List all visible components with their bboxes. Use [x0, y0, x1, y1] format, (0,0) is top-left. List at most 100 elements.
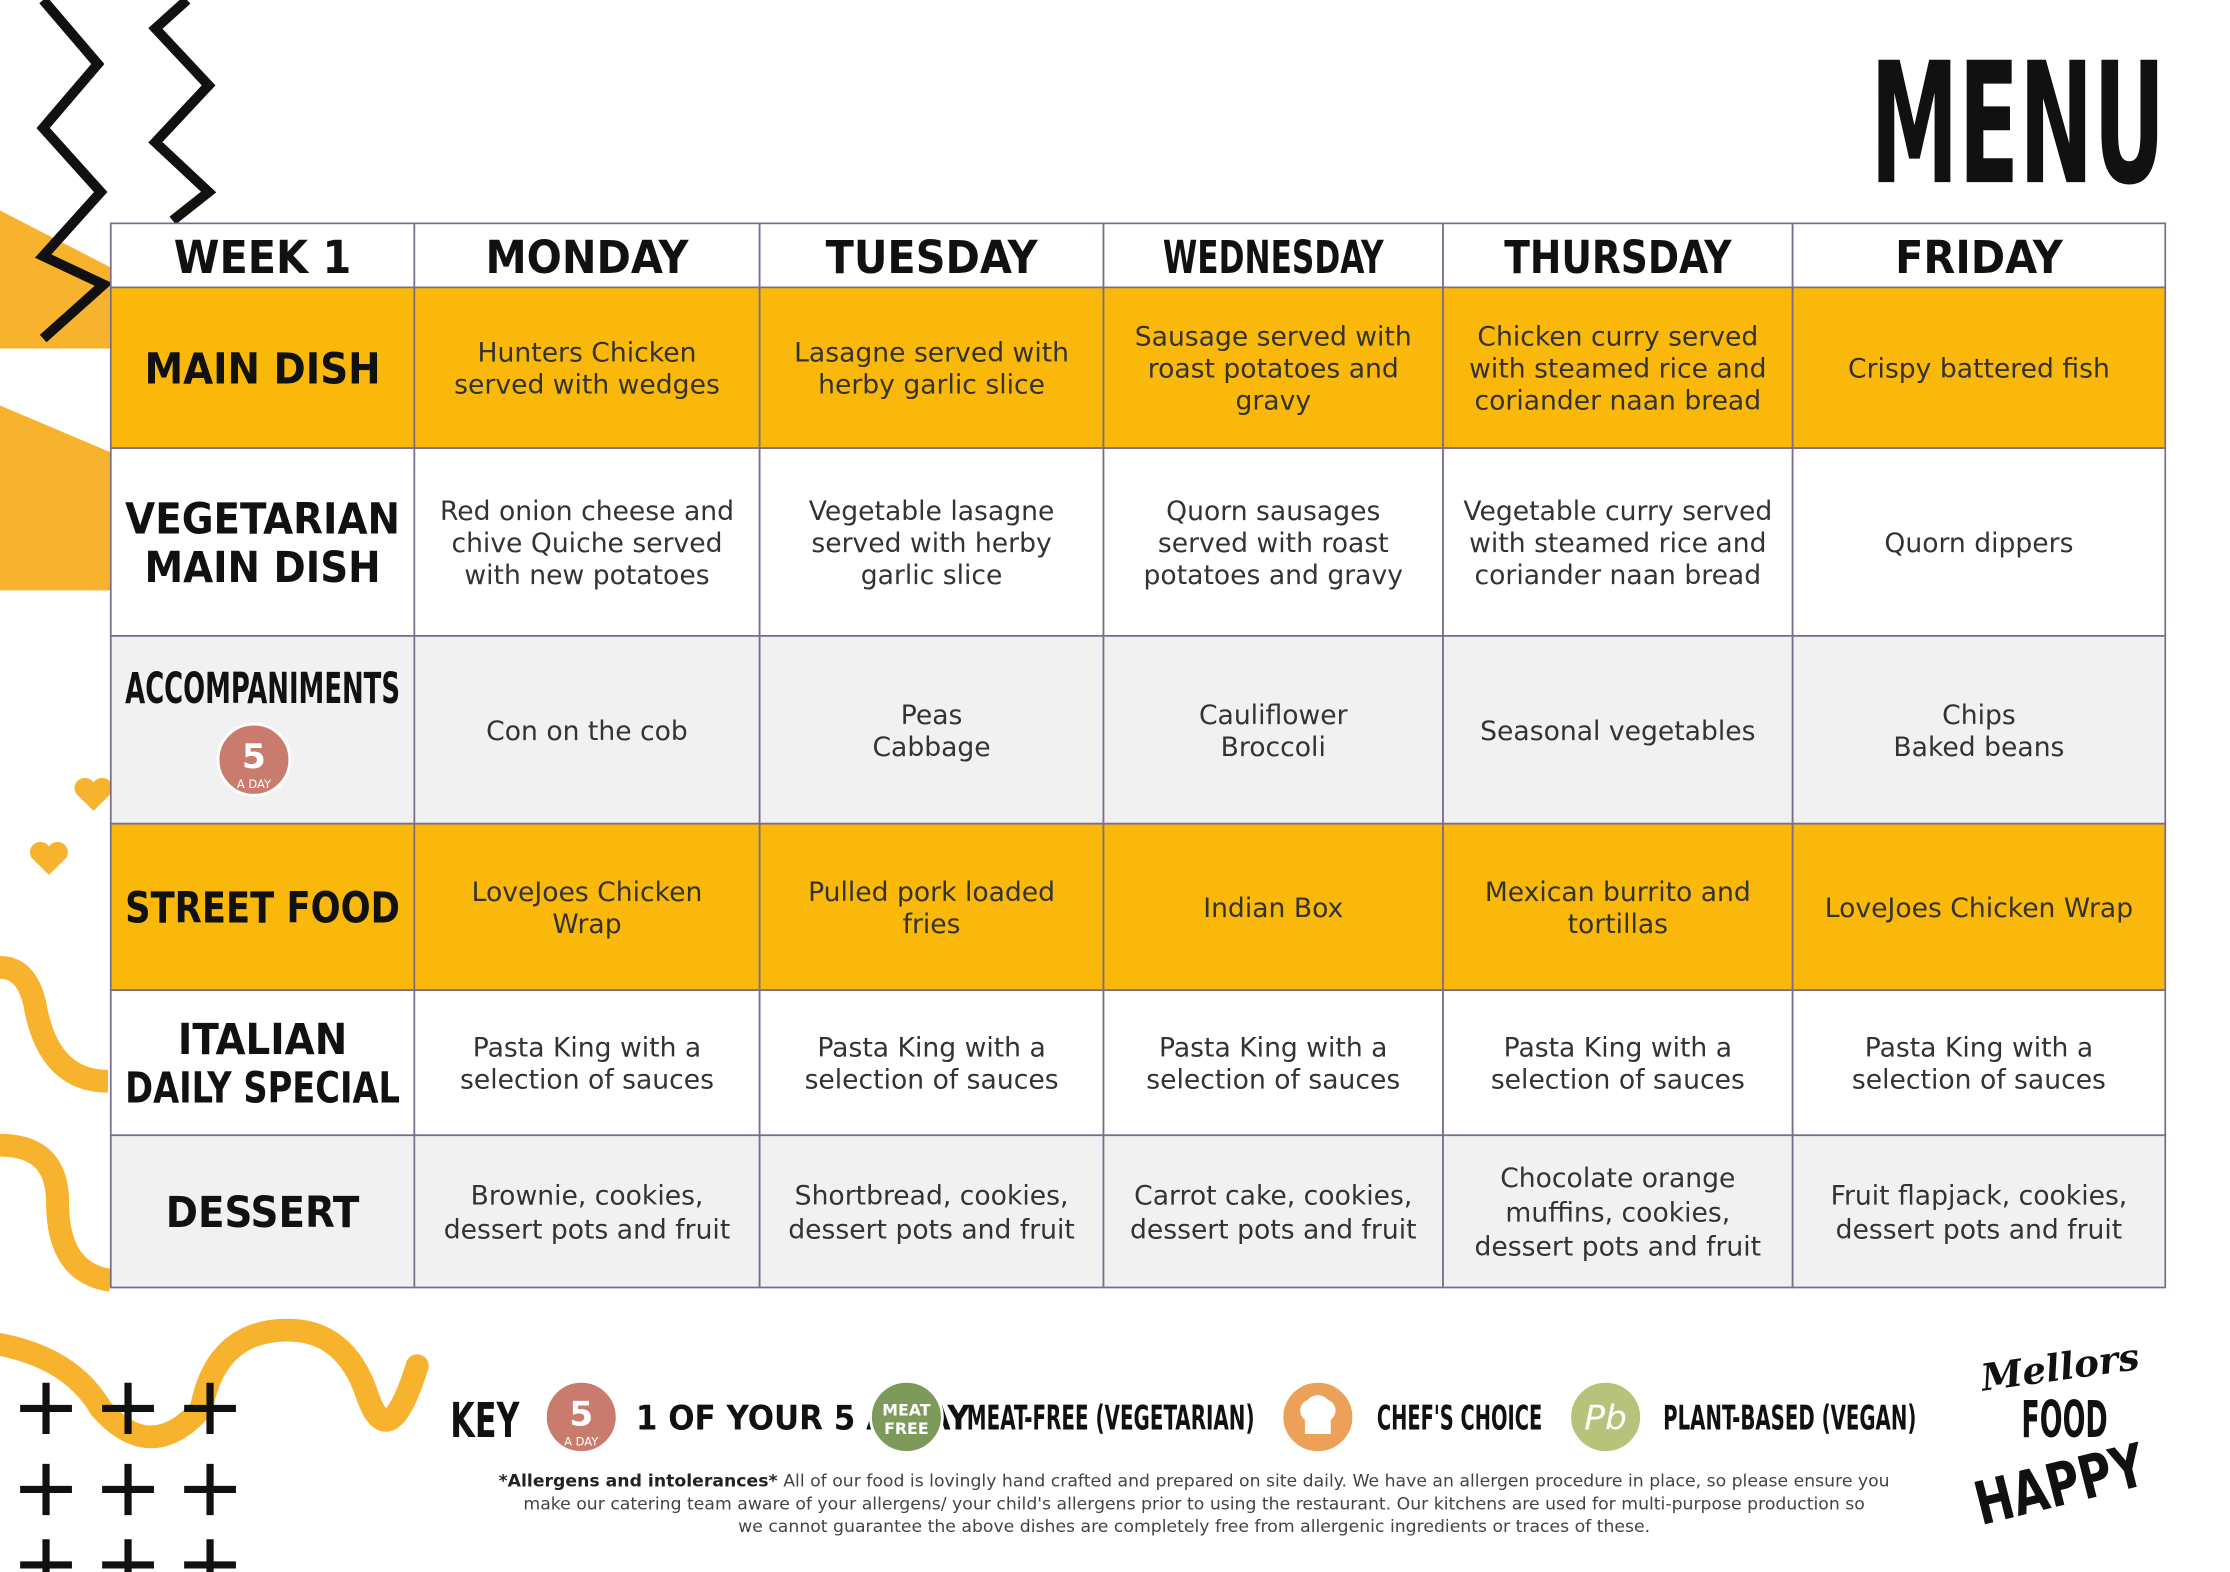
cell-text: Carrot cake, cookies,	[1134, 1180, 1412, 1211]
table-cell	[1791, 822, 2167, 992]
allergen-line: make our catering team aware of your all…	[523, 1494, 1864, 1514]
allergen-line: we cannot guarantee the above dishes are…	[738, 1517, 1650, 1537]
cell-text: Cabbage	[872, 732, 990, 763]
table-cell	[1791, 635, 2167, 825]
table-cell	[1442, 635, 1794, 825]
table-cell	[1791, 989, 2167, 1137]
row-label: STREET FOOD	[125, 884, 400, 934]
key-label: PLANT-BASED (VEGAN)	[1663, 1399, 1916, 1439]
cell-text: dessert pots and fruit	[1836, 1215, 2123, 1246]
cell-text: Pasta King with a	[1159, 1033, 1387, 1064]
table-cell	[1791, 1134, 2167, 1289]
allergen-text: All of our food is lovingly hand crafted…	[783, 1472, 1889, 1492]
table-cell	[1442, 822, 1794, 992]
key-title: KEY	[450, 1393, 520, 1449]
table-cell	[1102, 1134, 1444, 1289]
zigzag	[34, 0, 113, 343]
table-cell	[1791, 447, 2167, 637]
logo-line: FOOD	[2021, 1390, 2107, 1450]
cell-text: herby garlic slice	[818, 370, 1045, 401]
cell-text: with steamed rice and	[1469, 354, 1766, 385]
cell-text: served with herby	[811, 528, 1051, 559]
row-label: VEGETARIAN	[125, 495, 400, 545]
cell-text: dessert pots and fruit	[1130, 1215, 1417, 1246]
five-a-day-icon	[216, 722, 292, 797]
cell-text: Chicken curry served	[1477, 322, 1758, 353]
cell-text: selection of sauces	[1491, 1065, 1745, 1096]
table-cell	[413, 1134, 761, 1289]
decorations	[0, 0, 429, 1572]
squiggle	[0, 1133, 113, 1292]
key-label: MEAT-FREE (VEGETARIAN)	[967, 1399, 1255, 1439]
cell-text: Pasta King with a	[473, 1033, 701, 1064]
icon-text: A DAY	[237, 777, 272, 791]
cell-text: Indian Box	[1203, 893, 1343, 924]
cell-text: Pasta King with a	[1504, 1033, 1732, 1064]
cell-text: LoveJoes Chicken Wrap	[1825, 893, 2133, 924]
icon-text: A DAY	[564, 1434, 599, 1448]
icon-text: 5	[242, 737, 266, 777]
row-label: MAIN DISH	[144, 345, 380, 395]
cell-text: dessert pots and fruit	[1475, 1232, 1762, 1263]
heart	[29, 841, 68, 875]
allergen-lead: *Allergens and intolerances*	[499, 1472, 778, 1492]
cell-text: dessert pots and fruit	[788, 1215, 1075, 1246]
cell-text: Baked beans	[1893, 732, 2064, 763]
table-cell	[758, 635, 1105, 825]
column-header: TUESDAY	[826, 231, 1039, 284]
table-cell	[413, 635, 761, 825]
allergen-text: make our catering team aware of your all…	[523, 1494, 1864, 1514]
cell-text: chive Quiche served	[451, 528, 722, 559]
row-label: MAIN DISH	[144, 543, 380, 593]
plant-based-icon	[1568, 1379, 1644, 1454]
allergen-note: *Allergens and intolerances* All of our f…	[499, 1472, 1890, 1537]
table-cell	[109, 822, 416, 992]
column-header: MONDAY	[485, 231, 689, 284]
squiggle	[0, 1318, 429, 1449]
cell-text: Pasta King with a	[817, 1033, 1045, 1064]
table-cell	[109, 989, 416, 1137]
cell-text: selection of sauces	[1852, 1065, 2106, 1096]
table-cell	[758, 822, 1105, 992]
zigzag	[148, 0, 217, 225]
column-header: THURSDAY	[1504, 231, 1732, 284]
cell-text: gravy	[1235, 386, 1311, 417]
cell-text: Sausage served with	[1135, 322, 1412, 353]
column-header: FRIDAY	[1895, 231, 2064, 284]
cell-text: with new potatoes	[464, 560, 709, 591]
cell-text: Red onion cheese and	[440, 496, 734, 527]
table-cell	[758, 1134, 1105, 1289]
cell-text: roast potatoes and	[1148, 354, 1399, 385]
table-cell	[758, 286, 1105, 449]
cell-text: Seasonal vegetables	[1480, 716, 1755, 747]
meat-free-icon	[868, 1379, 944, 1454]
cell-text: Hunters Chicken	[478, 338, 697, 369]
table-cell	[413, 989, 761, 1137]
menu-table: WEEK 1 MONDAY TUESDAY WEDNESDAY THURSDAY FRID…	[109, 222, 2167, 1289]
table-cell	[1791, 286, 2167, 449]
table-cell	[109, 447, 416, 637]
plus-signs	[20, 1382, 236, 1572]
cell-text: Shortbread, cookies,	[795, 1180, 1069, 1211]
cell-text: LoveJoes Chicken	[472, 877, 703, 908]
row-label: ITALIAN	[178, 1015, 347, 1065]
heart	[74, 777, 113, 811]
table-cell	[1442, 222, 1794, 289]
table-cell	[1442, 447, 1794, 637]
cell-text: Mexican burrito and	[1485, 877, 1751, 908]
logo: Mellors FOOD HAPPY	[1968, 1334, 2153, 1539]
cell-text: Pasta King with a	[1865, 1033, 2093, 1064]
cell-text: Quorn dippers	[1884, 528, 2073, 559]
cell-text: Peas	[901, 700, 963, 731]
cell-text: served with roast	[1158, 528, 1389, 559]
table-cell	[1102, 635, 1444, 825]
title: MENU	[1870, 26, 2165, 222]
icon-text: MEAT	[882, 1401, 931, 1420]
cell-text: selection of sauces	[460, 1065, 714, 1096]
table-cell	[413, 286, 761, 449]
cell-text: Brownie, cookies,	[471, 1180, 704, 1211]
cell-text: Wrap	[552, 909, 621, 940]
five-a-day-icon	[543, 1379, 619, 1454]
